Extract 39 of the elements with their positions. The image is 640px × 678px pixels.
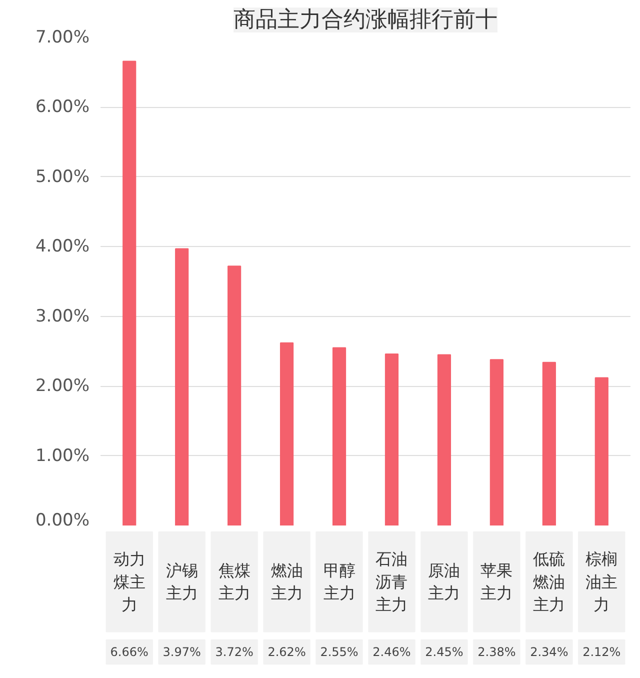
x-tick-label: 燃油主力 bbox=[270, 560, 303, 603]
chart-title: 商品主力合约涨幅排行前十 bbox=[234, 8, 498, 32]
x-tick-label: 沪锡主力 bbox=[166, 560, 198, 603]
bar bbox=[332, 347, 346, 526]
x-tick-label: 动力煤主力 bbox=[113, 550, 146, 614]
data-label: 2.62% bbox=[268, 645, 306, 659]
y-tick-label: 6.00% bbox=[35, 97, 90, 118]
bar bbox=[490, 359, 504, 526]
bar bbox=[122, 60, 136, 526]
data-label: 2.34% bbox=[530, 645, 568, 659]
data-label: 3.97% bbox=[162, 645, 201, 659]
y-tick-label: 3.00% bbox=[35, 306, 90, 326]
y-tick-label: 1.00% bbox=[35, 446, 90, 466]
bar bbox=[384, 354, 399, 526]
x-tick-label: 甲醇主力 bbox=[323, 560, 356, 603]
data-label: 2.55% bbox=[320, 645, 358, 659]
y-tick-label: 7.00% bbox=[35, 28, 90, 48]
data-label: 3.72% bbox=[215, 645, 254, 659]
y-tick-label: 5.00% bbox=[35, 166, 90, 187]
y-tick-label: 4.00% bbox=[35, 236, 90, 257]
y-tick-label: 2.00% bbox=[35, 376, 90, 396]
bar bbox=[175, 248, 189, 526]
y-tick-label: 0.00% bbox=[35, 510, 90, 530]
x-tick-label: 原油主力 bbox=[428, 560, 460, 603]
bar bbox=[542, 362, 556, 526]
bar bbox=[228, 266, 242, 526]
data-label: 2.45% bbox=[425, 645, 464, 659]
data-label: 2.12% bbox=[582, 645, 621, 659]
x-tick-label: 石油沥青主力 bbox=[376, 550, 408, 614]
x-tick-label: 苹果主力 bbox=[480, 560, 513, 603]
bar bbox=[594, 377, 608, 526]
data-label: 6.66% bbox=[110, 645, 148, 659]
bar bbox=[280, 342, 294, 526]
x-tick-label: 低硫燃油主力 bbox=[533, 550, 566, 614]
x-tick-label: 焦煤主力 bbox=[218, 560, 250, 603]
x-tick-label: 棕榈油主力 bbox=[586, 550, 618, 614]
data-label: 2.46% bbox=[372, 645, 411, 659]
bar bbox=[437, 354, 452, 526]
data-label: 2.38% bbox=[478, 645, 516, 659]
